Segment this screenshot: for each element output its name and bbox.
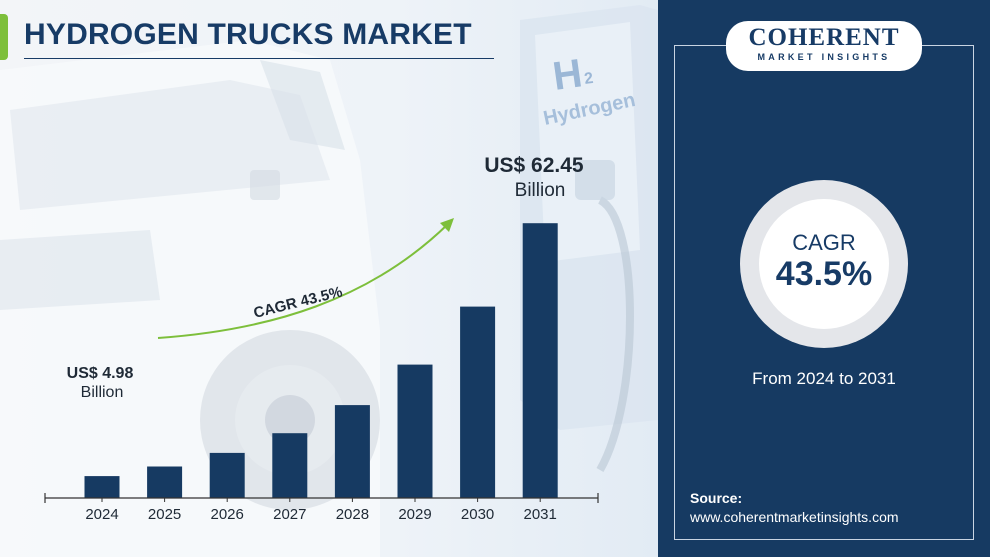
cagr-value: 43.5% bbox=[775, 255, 873, 293]
bar-2025 bbox=[147, 466, 183, 498]
end-unit-label: Billion bbox=[515, 180, 566, 201]
start-value-label: US$ 4.98 bbox=[67, 365, 134, 382]
cagr-circle: CAGR 43.5% bbox=[740, 180, 908, 348]
x-tick-label-2030: 2030 bbox=[461, 506, 494, 523]
bar-2024 bbox=[84, 476, 120, 498]
bar-2028 bbox=[334, 405, 370, 498]
x-tick-label-2031: 2031 bbox=[524, 506, 557, 523]
pump-h2-text: H bbox=[550, 51, 585, 99]
x-tick-label-2027: 2027 bbox=[273, 506, 306, 523]
x-tick-label-2024: 2024 bbox=[85, 506, 118, 523]
source-label: Source: bbox=[690, 490, 743, 506]
x-tick-label-2028: 2028 bbox=[336, 506, 369, 523]
pump-h2-subscript: 2 bbox=[583, 70, 594, 88]
forecast-period: From 2024 to 2031 bbox=[752, 369, 896, 388]
x-tick-label-2025: 2025 bbox=[148, 506, 181, 523]
bar-2030 bbox=[460, 306, 496, 498]
growth-arrow bbox=[157, 223, 449, 339]
growth-arrow-head bbox=[440, 218, 454, 232]
logo-sub-text: MARKET INSIGHTS bbox=[757, 52, 891, 62]
bar-2027 bbox=[272, 433, 308, 498]
bar-chart: 2024 2025 2026 2027 2028 2029 2030 2031 CAGR 43… bbox=[44, 154, 599, 523]
source-url[interactable]: www.coherentmarketinsights.com bbox=[690, 509, 899, 525]
title-accent-bar bbox=[0, 14, 8, 60]
bar-2031 bbox=[522, 223, 558, 498]
cagr-circle-inner: CAGR 43.5% bbox=[759, 199, 889, 329]
bar-2026 bbox=[209, 452, 245, 498]
logo-main-text: COHERENT bbox=[748, 24, 900, 51]
chart-panel: H 2 Hydrogen HYDROGEN TRUCKS MARKET 2024… bbox=[0, 0, 658, 557]
x-tick-label-2026: 2026 bbox=[211, 506, 244, 523]
cagr-panel: COHERENT MARKET INSIGHTS CAGR 43.5% From… bbox=[658, 0, 990, 557]
company-logo: COHERENT MARKET INSIGHTS bbox=[726, 21, 922, 71]
page-title: HYDROGEN TRUCKS MARKET bbox=[24, 18, 472, 51]
start-unit-label: Billion bbox=[81, 384, 124, 401]
bar-2029 bbox=[397, 364, 433, 498]
truck-background-illustration: H 2 Hydrogen bbox=[0, 0, 658, 557]
cagr-arrow-label: CAGR 43.5% bbox=[252, 283, 344, 321]
title-underline bbox=[24, 58, 494, 59]
cagr-label: CAGR bbox=[792, 230, 856, 255]
end-value-label: US$ 62.45 bbox=[484, 154, 584, 177]
x-tick-label-2029: 2029 bbox=[398, 506, 431, 523]
